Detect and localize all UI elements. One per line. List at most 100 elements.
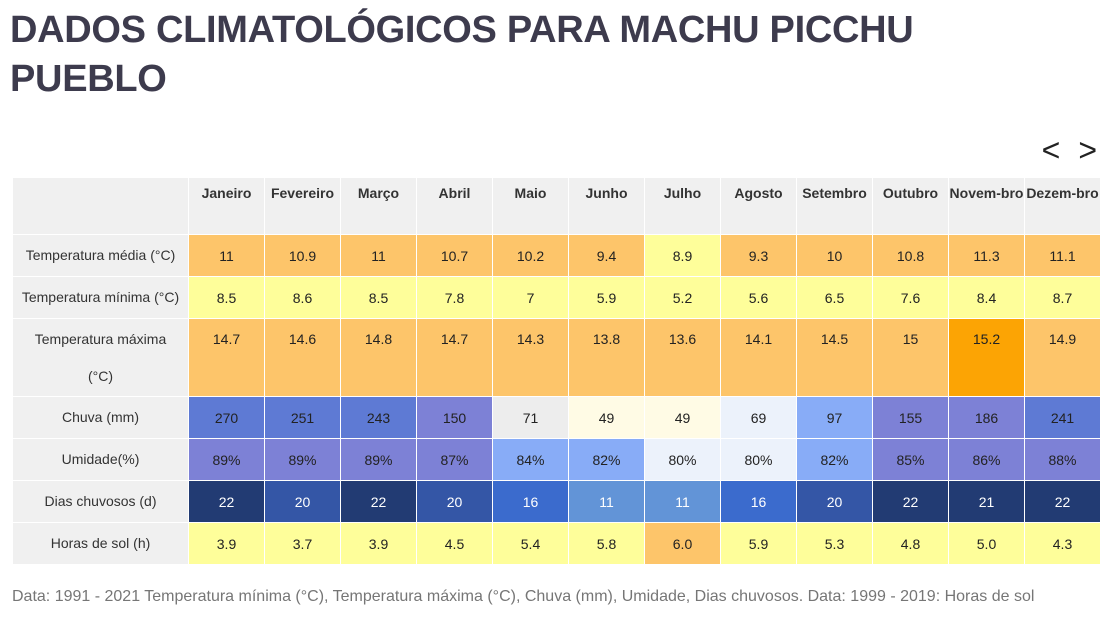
data-cell: 6.5 [796, 276, 873, 319]
data-cell: 80% [644, 438, 721, 481]
data-cell: 13.8 [568, 318, 645, 397]
data-cell: 8.7 [1024, 276, 1101, 319]
month-header: Julho [644, 177, 721, 235]
data-cell: 22 [872, 480, 949, 523]
month-header: Junho [568, 177, 645, 235]
data-cell: 82% [568, 438, 645, 481]
data-cell: 49 [644, 396, 721, 439]
data-cell: 14.8 [340, 318, 417, 397]
data-cell: 241 [1024, 396, 1101, 439]
data-cell: 4.8 [872, 522, 949, 565]
data-source-caption: Data: 1991 - 2021 Temperatura mínima (°C… [12, 588, 1035, 605]
data-cell: 8.9 [644, 234, 721, 277]
month-header: Dezem-bro [1024, 177, 1101, 235]
data-cell: 20 [796, 480, 873, 523]
data-cell: 251 [264, 396, 341, 439]
row-label: Temperatura mínima (°C) [12, 276, 189, 319]
data-cell: 16 [492, 480, 569, 523]
row-label: Temperatura média (°C) [12, 234, 189, 277]
data-cell: 10.8 [872, 234, 949, 277]
data-cell: 11 [644, 480, 721, 523]
data-cell: 3.7 [264, 522, 341, 565]
data-cell: 11 [340, 234, 417, 277]
data-cell: 3.9 [340, 522, 417, 565]
data-cell: 82% [796, 438, 873, 481]
data-cell: 97 [796, 396, 873, 439]
data-cell: 8.5 [188, 276, 265, 319]
data-cell: 71 [492, 396, 569, 439]
table-row: Temperatura mínima (°C) 8.5 8.6 8.5 7.8 7 5.9 5… [12, 276, 1101, 319]
table-row: Temperatura máxima (°C) 14.7 14.6 14.8 14.7 1… [12, 318, 1101, 397]
data-cell: 21 [948, 480, 1025, 523]
data-cell: 14.5 [796, 318, 873, 397]
month-header: Fevereiro [264, 177, 341, 235]
data-cell: 11 [188, 234, 265, 277]
data-cell: 5.8 [568, 522, 645, 565]
month-navigation: < > [1042, 132, 1097, 168]
data-cell: 11 [568, 480, 645, 523]
data-cell: 5.9 [568, 276, 645, 319]
data-cell: 14.6 [264, 318, 341, 397]
data-cell: 22 [1024, 480, 1101, 523]
data-cell: 4.5 [416, 522, 493, 565]
month-header: Maio [492, 177, 569, 235]
data-cell: 14.7 [416, 318, 493, 397]
data-cell: 15 [872, 318, 949, 397]
data-cell: 9.4 [568, 234, 645, 277]
row-label: Temperatura máxima (°C) [12, 318, 189, 397]
data-cell: 22 [188, 480, 265, 523]
data-cell: 87% [416, 438, 493, 481]
data-cell: 15.2 [948, 318, 1025, 397]
data-cell: 4.3 [1024, 522, 1101, 565]
corner-header-cell [12, 177, 189, 235]
month-header: Abril [416, 177, 493, 235]
data-cell: 5.9 [720, 522, 797, 565]
data-cell: 20 [416, 480, 493, 523]
prev-arrow-button[interactable]: < [1041, 132, 1061, 168]
data-cell: 14.1 [720, 318, 797, 397]
data-cell: 16 [720, 480, 797, 523]
data-cell: 89% [340, 438, 417, 481]
row-label: Umidade(%) [12, 438, 189, 481]
page-title: DADOS CLIMATOLÓGICOS PARA MACHU PICCHU P… [10, 9, 914, 100]
data-cell: 69 [720, 396, 797, 439]
table-row: Horas de sol (h) 3.9 3.7 3.9 4.5 5.4 5.8 6.0 5.9… [12, 522, 1101, 565]
data-cell: 5.4 [492, 522, 569, 565]
data-cell: 10.7 [416, 234, 493, 277]
data-cell: 150 [416, 396, 493, 439]
data-cell: 243 [340, 396, 417, 439]
data-cell: 5.2 [644, 276, 721, 319]
data-cell: 8.6 [264, 276, 341, 319]
data-cell: 10.9 [264, 234, 341, 277]
data-cell: 8.5 [340, 276, 417, 319]
climate-table: Janeiro Fevereiro Março Abril Maio Junho Julho… [12, 177, 1101, 565]
row-label: Dias chuvosos (d) [12, 480, 189, 523]
data-cell: 13.6 [644, 318, 721, 397]
month-header: Novem-bro [948, 177, 1025, 235]
month-header: Março [340, 177, 417, 235]
data-cell: 10.2 [492, 234, 569, 277]
data-cell: 7.8 [416, 276, 493, 319]
data-cell: 22 [340, 480, 417, 523]
data-cell: 9.3 [720, 234, 797, 277]
table-row: Temperatura média (°C) 11 10.9 11 10.7 10.2 9.… [12, 234, 1101, 277]
data-cell: 80% [720, 438, 797, 481]
month-header: Agosto [720, 177, 797, 235]
data-cell: 85% [872, 438, 949, 481]
row-label: Chuva (mm) [12, 396, 189, 439]
data-cell: 88% [1024, 438, 1101, 481]
month-header: Setembro [796, 177, 873, 235]
month-header: Janeiro [188, 177, 265, 235]
data-cell: 11.3 [948, 234, 1025, 277]
next-arrow-button[interactable]: > [1078, 132, 1097, 168]
table-row: Dias chuvosos (d) 22 20 22 20 16 11 11 16 20 22 21 2… [12, 480, 1101, 523]
data-cell: 7 [492, 276, 569, 319]
table-row: Umidade(%) 89% 89% 89% 87% 84% 82% 80% 80% 82% 85%… [12, 438, 1101, 481]
data-cell: 89% [264, 438, 341, 481]
data-cell: 270 [188, 396, 265, 439]
data-cell: 5.6 [720, 276, 797, 319]
data-cell: 10 [796, 234, 873, 277]
data-cell: 89% [188, 438, 265, 481]
data-cell: 5.3 [796, 522, 873, 565]
row-label: Horas de sol (h) [12, 522, 189, 565]
